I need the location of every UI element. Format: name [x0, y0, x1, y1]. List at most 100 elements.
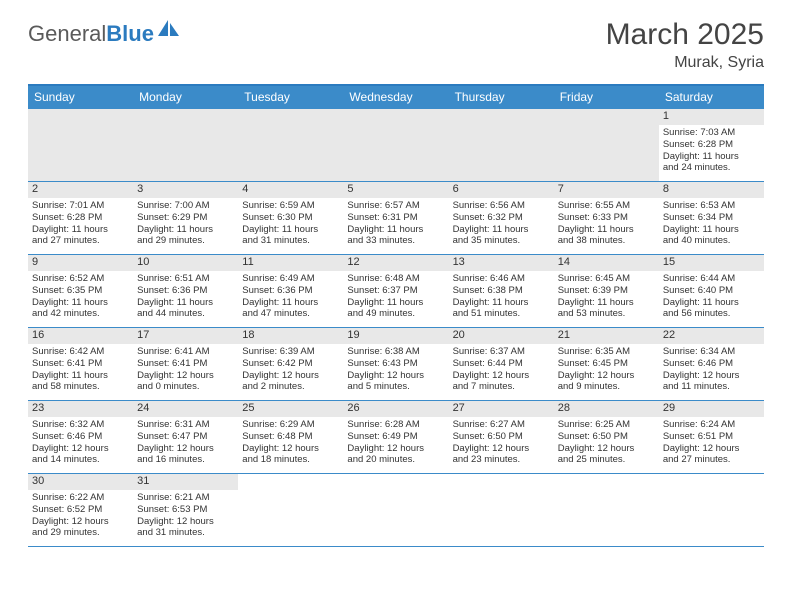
day-info-line: Sunset: 6:49 PM: [347, 431, 444, 443]
day-info-line: and 44 minutes.: [137, 308, 234, 320]
day-info-line: Sunset: 6:50 PM: [453, 431, 550, 443]
day-cell: 14Sunrise: 6:45 AMSunset: 6:39 PMDayligh…: [554, 255, 659, 327]
day-info-line: Sunrise: 6:44 AM: [663, 273, 760, 285]
day-info-line: Daylight: 11 hours: [347, 297, 444, 309]
day-info-line: Sunrise: 6:59 AM: [242, 200, 339, 212]
day-info-line: Sunset: 6:52 PM: [32, 504, 129, 516]
day-number: 4: [238, 182, 343, 198]
day-cell: 3Sunrise: 7:00 AMSunset: 6:29 PMDaylight…: [133, 182, 238, 254]
day-info-line: and 25 minutes.: [558, 454, 655, 466]
day-cell: [28, 109, 133, 181]
day-info-line: Sunrise: 7:03 AM: [663, 127, 760, 139]
day-cell: [238, 474, 343, 546]
day-info-line: and 31 minutes.: [242, 235, 339, 247]
day-info-line: Daylight: 12 hours: [242, 370, 339, 382]
day-info-line: and 42 minutes.: [32, 308, 129, 320]
day-cell: [343, 474, 448, 546]
day-info-line: Sunrise: 6:42 AM: [32, 346, 129, 358]
day-cell: [554, 474, 659, 546]
day-info-line: and 51 minutes.: [453, 308, 550, 320]
day-info-line: Sunset: 6:31 PM: [347, 212, 444, 224]
day-cell: 23 Sunrise: 6:32 AMSunset: 6:46 PMDayligh…: [28, 401, 133, 473]
day-info-line: Sunset: 6:46 PM: [663, 358, 760, 370]
day-cell: 7Sunrise: 6:55 AMSunset: 6:33 PMDaylight…: [554, 182, 659, 254]
day-number: 26: [343, 401, 448, 417]
day-info-line: Sunrise: 6:29 AM: [242, 419, 339, 431]
day-info-line: and 27 minutes.: [32, 235, 129, 247]
day-info-line: Daylight: 12 hours: [32, 443, 129, 455]
day-cell: 22Sunrise: 6:34 AMSunset: 6:46 PMDayligh…: [659, 328, 764, 400]
day-cell: 11Sunrise: 6:49 AMSunset: 6:36 PMDayligh…: [238, 255, 343, 327]
week-row: 16 Sunrise: 6:42 AM Sunset: 6:41 PM Dayligh…: [28, 328, 764, 401]
day-info-line: and 20 minutes.: [347, 454, 444, 466]
day-info-line: Daylight: 11 hours: [242, 297, 339, 309]
day-info-line: Daylight: 12 hours: [242, 443, 339, 455]
day-cell: [449, 109, 554, 181]
day-info-line: Daylight: 12 hours: [453, 370, 550, 382]
day-number: 17: [133, 328, 238, 344]
day-cell: 16Sunrise: 6:42 AMSunset: 6:41 PMDayligh…: [28, 328, 133, 400]
day-info-line: Daylight: 11 hours: [242, 224, 339, 236]
day-info-line: and 29 minutes.: [137, 235, 234, 247]
day-info-line: and 9 minutes.: [558, 381, 655, 393]
day-number: 16: [28, 328, 133, 344]
day-info-line: Sunrise: 6:32 AM: [32, 419, 129, 431]
weekday-label: Saturday: [659, 86, 764, 109]
day-number: 21: [554, 328, 659, 344]
day-number: 7: [554, 182, 659, 198]
day-info-line: Daylight: 12 hours: [663, 370, 760, 382]
day-info-line: Sunset: 6:37 PM: [347, 285, 444, 297]
day-cell: [554, 109, 659, 181]
day-number: 1: [659, 109, 764, 125]
day-info-line: and 47 minutes.: [242, 308, 339, 320]
day-number: 22: [659, 328, 764, 344]
day-number: 14: [554, 255, 659, 271]
day-number: 30: [28, 474, 133, 490]
day-info-line: Sunset: 6:46 PM: [32, 431, 129, 443]
day-info-line: Sunrise: 6:57 AM: [347, 200, 444, 212]
day-cell: [133, 109, 238, 181]
day-cell: 20Sunrise: 6:37 AMSunset: 6:44 PMDayligh…: [449, 328, 554, 400]
day-cell: 17Sunrise: 6:41 AMSunset: 6:41 PMDayligh…: [133, 328, 238, 400]
day-info-line: and 35 minutes.: [453, 235, 550, 247]
day-number: 24: [133, 401, 238, 417]
day-cell: 10Sunrise: 6:51 AMSunset: 6:36 PMDayligh…: [133, 255, 238, 327]
calendar: Sunday Monday Tuesday Wednesday Thursday…: [28, 84, 764, 547]
day-info-line: Sunset: 6:45 PM: [558, 358, 655, 370]
day-cell: 26Sunrise: 6:28 AMSunset: 6:49 PMDayligh…: [343, 401, 448, 473]
day-cell: 8Sunrise: 6:53 AMSunset: 6:34 PMDaylight…: [659, 182, 764, 254]
day-info-line: and 53 minutes.: [558, 308, 655, 320]
day-info-line: Sunrise: 6:35 AM: [558, 346, 655, 358]
weekday-label: Wednesday: [343, 86, 448, 109]
day-cell: 13Sunrise: 6:46 AMSunset: 6:38 PMDayligh…: [449, 255, 554, 327]
day-info-line: Sunset: 6:28 PM: [32, 212, 129, 224]
day-cell: 2Sunrise: 7:01 AMSunset: 6:28 PMDaylight…: [28, 182, 133, 254]
day-cell: 27Sunrise: 6:27 AMSunset: 6:50 PMDayligh…: [449, 401, 554, 473]
day-info-line: Sunset: 6:53 PM: [137, 504, 234, 516]
day-info-line: Sunset: 6:38 PM: [453, 285, 550, 297]
day-number: 12: [343, 255, 448, 271]
page-title: March 2025: [606, 18, 764, 52]
day-cell: 18Sunrise: 6:39 AMSunset: 6:42 PMDayligh…: [238, 328, 343, 400]
location-label: Murak, Syria: [606, 54, 764, 72]
day-number: 18: [238, 328, 343, 344]
day-info-line: Sunset: 6:48 PM: [242, 431, 339, 443]
day-info-line: Daylight: 12 hours: [32, 516, 129, 528]
day-info-line: Daylight: 12 hours: [347, 370, 444, 382]
day-number: 23: [28, 401, 133, 417]
day-number: 25: [238, 401, 343, 417]
day-info-line: and 11 minutes.: [663, 381, 760, 393]
day-info-line: Sunrise: 6:55 AM: [558, 200, 655, 212]
day-cell: 24Sunrise: 6:31 AMSunset: 6:47 PMDayligh…: [133, 401, 238, 473]
day-info-line: Daylight: 11 hours: [558, 297, 655, 309]
day-info-line: Daylight: 12 hours: [453, 443, 550, 455]
day-info-line: and 40 minutes.: [663, 235, 760, 247]
day-number: 13: [449, 255, 554, 271]
day-cell: 9Sunrise: 6:52 AMSunset: 6:35 PMDaylight…: [28, 255, 133, 327]
weekday-label: Tuesday: [238, 86, 343, 109]
day-cell: [238, 109, 343, 181]
day-info-line: Sunset: 6:33 PM: [558, 212, 655, 224]
day-info-line: Sunset: 6:41 PM: [137, 358, 234, 370]
day-cell: 12Sunrise: 6:48 AMSunset: 6:37 PMDayligh…: [343, 255, 448, 327]
day-info-line: and 7 minutes.: [453, 381, 550, 393]
